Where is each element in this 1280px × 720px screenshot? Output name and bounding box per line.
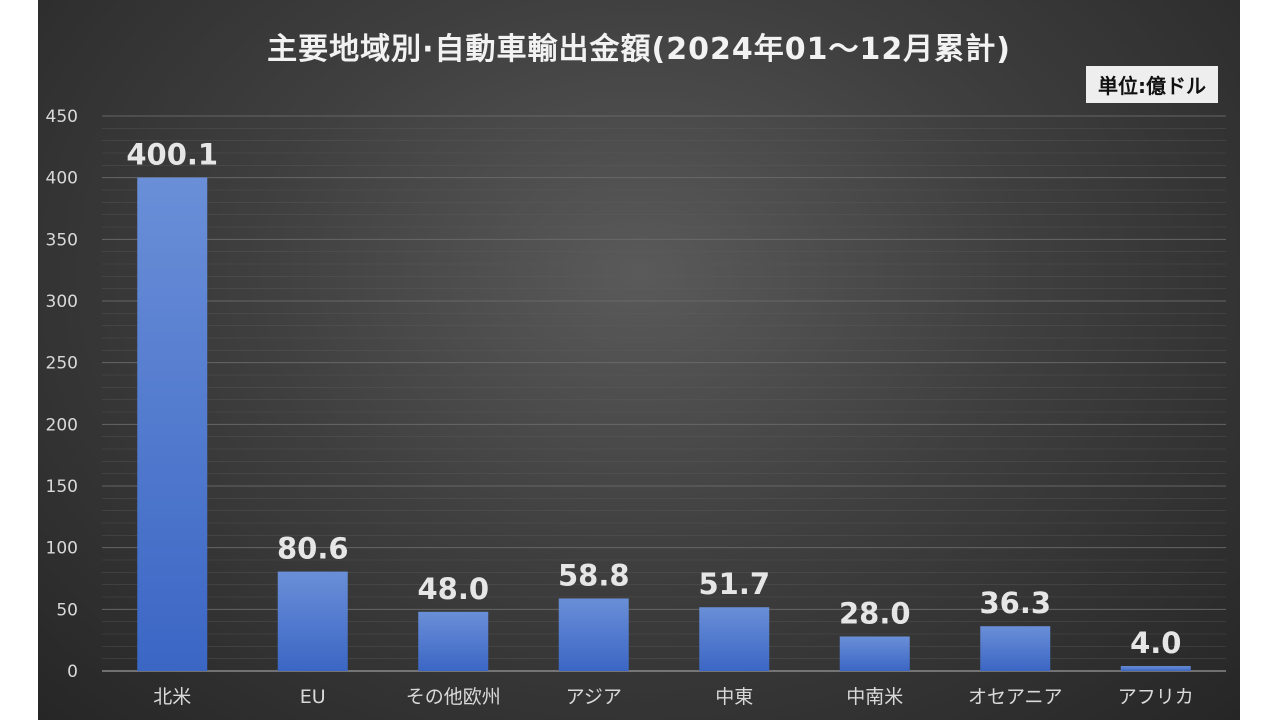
bar <box>980 626 1051 671</box>
y-tick-label: 300 <box>46 292 78 312</box>
bar-value-label: 4.0 <box>1130 626 1181 660</box>
bar-value-label: 400.1 <box>126 138 218 172</box>
chart-container: 主要地域別·自動車輸出金額(2024年01〜12月累計) 単位:億ドル 0 50 1… <box>38 0 1240 720</box>
y-tick-label: 250 <box>46 354 78 374</box>
unit-label: 単位:億ドル <box>1086 66 1218 103</box>
bar-value-label: 36.3 <box>979 586 1051 620</box>
bar-value-label: 51.7 <box>698 567 770 601</box>
category-label: 中南米 <box>846 686 903 708</box>
bar <box>1120 666 1191 671</box>
category-label: EU <box>300 686 326 708</box>
bar-value-label: 28.0 <box>839 596 911 630</box>
bar <box>418 611 489 671</box>
bar-chart: 0 50 100 150 200 250 300 350 400 450 400.1 80.6 48.… <box>46 107 1226 708</box>
bars <box>137 177 1191 671</box>
y-tick-label: 100 <box>46 539 78 559</box>
y-tick-label: 450 <box>46 107 78 127</box>
x-axis: 北米 EU その他欧州 アジア 中東 中南米 オセアニア アフリカ <box>153 686 1194 708</box>
category-label: アジア <box>566 686 622 708</box>
category-label: オセアニア <box>968 686 1063 708</box>
y-axis: 0 50 100 150 200 250 300 350 400 450 <box>46 107 78 682</box>
chart-title: 主要地域別·自動車輸出金額(2024年01〜12月累計) <box>267 32 1011 67</box>
category-label: アフリカ <box>1118 686 1194 708</box>
category-label: 北米 <box>153 686 191 708</box>
grid-lines <box>102 115 1226 672</box>
y-tick-label: 50 <box>56 600 78 620</box>
bar <box>277 571 348 671</box>
y-tick-label: 350 <box>46 230 78 250</box>
bar-value-label: 48.0 <box>417 572 489 606</box>
category-label: 中東 <box>715 686 753 708</box>
y-tick-label: 0 <box>67 662 78 682</box>
bar <box>839 636 910 671</box>
bar <box>137 177 208 671</box>
y-tick-label: 400 <box>46 169 78 189</box>
category-label: その他欧州 <box>406 686 501 708</box>
value-labels: 400.1 80.6 48.0 58.8 51.7 28.0 36.3 4.0 <box>126 138 1181 661</box>
y-tick-label: 150 <box>46 477 78 497</box>
bar <box>699 607 770 671</box>
bar-value-label: 58.8 <box>558 558 630 592</box>
y-tick-label: 200 <box>46 415 78 435</box>
bar <box>558 598 629 671</box>
bar-value-label: 80.6 <box>277 532 349 566</box>
